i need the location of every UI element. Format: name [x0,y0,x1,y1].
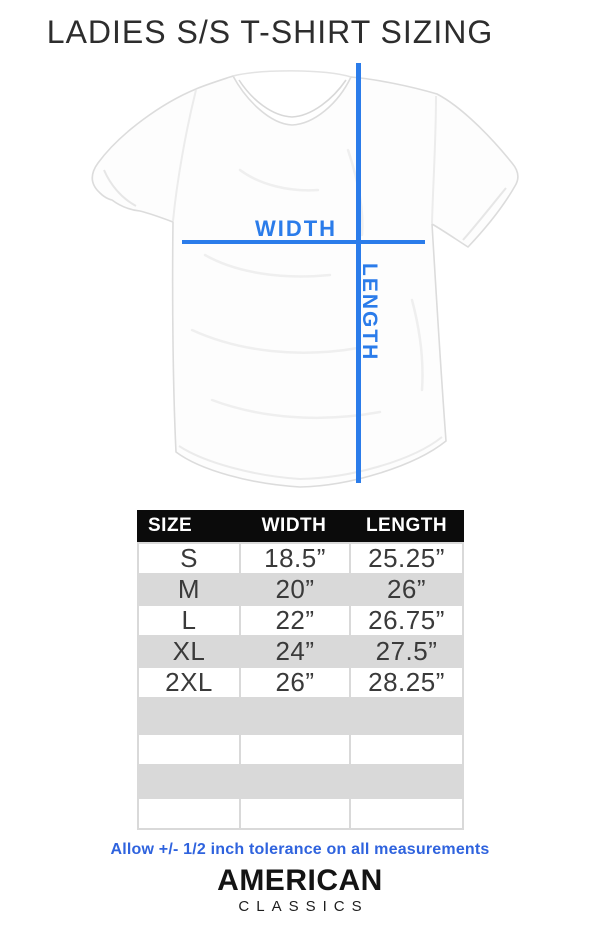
table-header-row: SIZE WIDTH LENGTH [137,510,464,542]
table-row-xl: XL 24” 27.5” [139,636,462,666]
column-header-size: SIZE [148,515,193,536]
width-cell: 26” [241,667,349,697]
size-cell: S [139,543,239,573]
table-row-m: M 20” 26” [139,574,462,604]
table-row-l: L 22” 26.75” [139,605,462,635]
page-title: LADIES S/S T-SHIRT SIZING [46,14,494,50]
table-row-empty [139,766,462,797]
table-row-2xl: 2XL 26” 28.25” [139,667,462,697]
hem-stitch [178,436,443,481]
length-measure-line [356,63,361,483]
column-header-width: WIDTH [261,515,327,536]
width-cell: 18.5” [241,543,349,573]
size-cell: 2XL [139,667,239,697]
table-row-empty [139,735,462,764]
length-cell: 26.75” [351,605,462,635]
tshirt-outline [91,75,519,488]
size-cell: L [139,605,239,635]
length-cell: 28.25” [351,667,462,697]
tshirt-diagram: WIDTH LENGTH [91,63,519,488]
table-body: S 18.5” 25.25” M 20” 26” L 22” 26.75” XL… [137,542,464,830]
tolerance-note: Allow +/- 1/2 inch tolerance on all meas… [110,841,490,858]
left-armhole-seam [172,89,197,222]
left-cuff-stitch [103,169,137,207]
column-header-length: LENGTH [365,515,448,536]
right-armhole-seam [431,95,437,224]
brand-subname: CLASSICS [238,898,369,915]
table-row-empty [139,699,462,733]
width-measure-line [182,240,425,244]
brand-logo: AMERICAN CLASSICS [0,864,600,916]
collar-seam [238,79,347,118]
table-row-empty [139,799,462,828]
size-chart-table: SIZE WIDTH LENGTH S 18.5” 25.25” M 20” 2… [137,510,464,830]
size-cell: M [139,574,239,604]
length-cell: 26” [351,574,462,604]
size-cell: XL [139,636,239,666]
length-cell: 25.25” [351,543,462,573]
width-cell: 20” [241,574,349,604]
length-label: LENGTH [358,263,381,361]
width-label: WIDTH [255,216,337,241]
collar-back-seam [232,70,352,78]
width-cell: 24” [241,636,349,666]
brand-name: AMERICAN [217,864,383,897]
width-cell: 22” [241,605,349,635]
right-cuff-stitch [462,187,507,241]
length-cell: 27.5” [351,636,462,666]
table-row-s: S 18.5” 25.25” [139,543,462,573]
